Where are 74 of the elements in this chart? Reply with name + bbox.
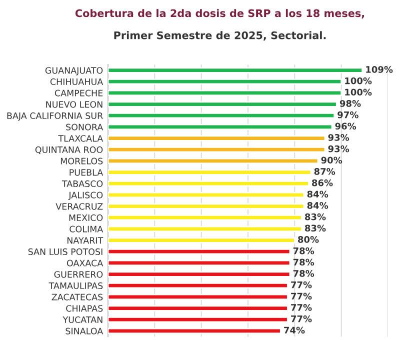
y-tick-label: JALISCO — [68, 192, 103, 200]
bar — [108, 237, 296, 244]
bar — [108, 316, 288, 323]
bar — [108, 328, 282, 334]
data-label: 77% — [291, 292, 312, 300]
data-label: 86% — [312, 179, 333, 186]
y-tick-label: SAN LUIS POTOSI — [28, 248, 102, 256]
data-label: 109% — [366, 66, 393, 73]
data-label: 93% — [328, 134, 350, 141]
bar — [108, 180, 310, 187]
y-tick-label: SINALOA — [66, 328, 104, 334]
data-label: 100% — [345, 77, 372, 84]
data-label: 90% — [321, 156, 342, 164]
bar — [108, 112, 336, 119]
bar — [108, 146, 326, 153]
y-tick-label: CAMPECHE — [54, 90, 103, 96]
bar — [108, 124, 333, 130]
data-label: 87% — [314, 168, 336, 175]
bar — [108, 226, 302, 232]
data-label: 84% — [307, 202, 328, 209]
y-tick-label: YUCATAN — [62, 316, 102, 324]
data-label: 84% — [307, 190, 328, 198]
data-label: 93% — [328, 145, 350, 152]
data-label: 77% — [291, 281, 312, 288]
y-tick-label: OAXACA — [66, 260, 104, 266]
y-tick-label: TABASCO — [62, 180, 103, 188]
bar — [108, 271, 291, 278]
data-label: 83% — [304, 224, 326, 232]
bar — [108, 67, 364, 74]
bar — [108, 90, 342, 96]
y-tick-label: MORELOS — [60, 158, 103, 164]
data-label: 83% — [304, 213, 326, 220]
data-label: 77% — [291, 304, 312, 311]
y-tick-label: PUEBLA — [70, 169, 104, 176]
data-label: 100% — [345, 88, 372, 96]
bar — [108, 203, 305, 210]
y-tick-label: NUEVO LEON — [46, 101, 102, 108]
bar — [108, 169, 312, 176]
y-tick-label: BAJA CALIFORNIA SUR — [7, 112, 103, 121]
bar — [108, 135, 326, 142]
y-tick-label: ZACATECAS — [52, 294, 103, 300]
bar — [108, 260, 291, 266]
y-tick-label: TAMAULIPAS — [48, 282, 103, 290]
bar — [108, 214, 302, 221]
bar — [108, 158, 319, 164]
y-tick-label: MEXICO — [69, 214, 103, 222]
data-label: 74% — [284, 326, 305, 334]
y-tick-label: GUERRERO — [54, 271, 103, 278]
data-label: 78% — [293, 247, 314, 254]
chart-subtitle: Primer Semestre de 2025, Sectorial. — [114, 31, 326, 41]
y-tick-label: SONORA — [66, 124, 104, 130]
chart-title: Cobertura de la 2da dosis de SRP a los 18 meses, — [75, 9, 364, 18]
data-label: 77% — [291, 315, 312, 322]
y-tick-label: GUANAJUATO — [45, 67, 103, 76]
bar — [108, 248, 291, 255]
data-label: 97% — [338, 111, 358, 118]
y-tick-label: CHIHUAHUA — [50, 78, 104, 86]
y-tick-label: CHIAPAS — [66, 305, 103, 312]
y-tick-label: QUINTANA ROO — [35, 146, 103, 154]
data-label: 78% — [293, 258, 314, 266]
y-tick-label: TLAXCALA — [58, 135, 104, 142]
bar — [108, 282, 288, 289]
y-tick-label: NAYARIT — [67, 237, 104, 244]
bar — [108, 101, 338, 108]
data-label: 98% — [340, 100, 361, 107]
bar — [108, 305, 288, 312]
data-label: 78% — [293, 270, 314, 277]
data-label: 96% — [335, 122, 356, 130]
bar — [108, 192, 305, 198]
y-tick-label: VERACRUZ — [56, 203, 103, 210]
bar — [108, 78, 342, 85]
y-tick-label: COLIMA — [70, 226, 104, 232]
bar — [108, 294, 288, 300]
data-label: 80% — [298, 236, 319, 243]
